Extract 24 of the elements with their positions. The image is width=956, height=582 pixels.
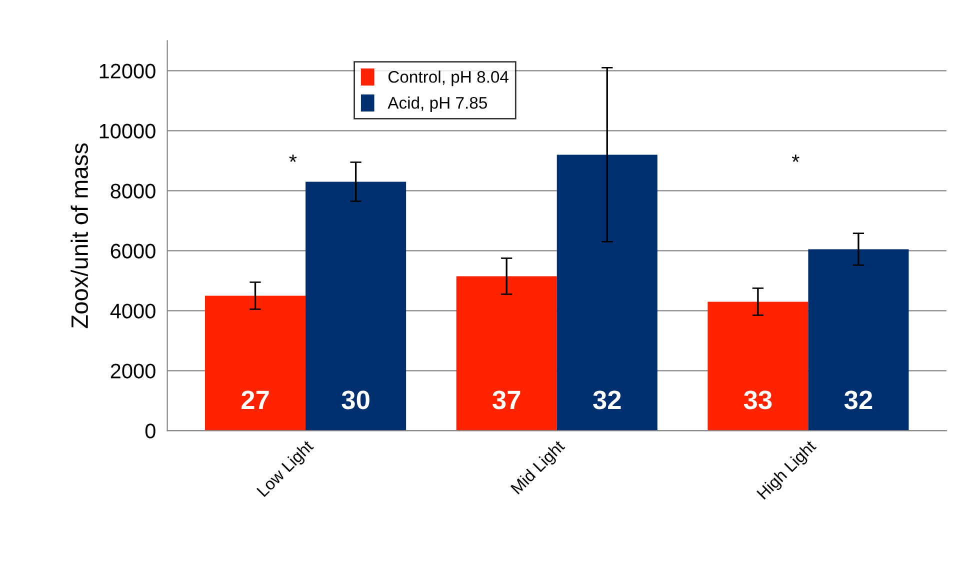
y-tick-label: 8000 xyxy=(110,184,156,198)
y-axis-title: Zoox/unit of mass xyxy=(70,143,88,328)
annotation: 32 xyxy=(593,390,621,410)
annotation: 37 xyxy=(492,390,520,410)
legend-label: Acid, pH 7.85 xyxy=(388,96,487,112)
bar xyxy=(456,276,557,431)
y-tick-label: 6000 xyxy=(110,244,156,258)
bar xyxy=(306,182,406,431)
bar xyxy=(808,249,909,431)
bar xyxy=(708,302,808,431)
y-tick-label: 0 xyxy=(145,424,156,438)
annotation: * xyxy=(289,154,297,162)
annotation: 30 xyxy=(342,390,370,410)
y-tick-label: 10000 xyxy=(100,124,156,138)
legend-label: Control, pH 8.04 xyxy=(388,70,508,86)
y-tick-label: 12000 xyxy=(100,64,156,78)
y-tick-label: 2000 xyxy=(110,364,156,378)
y-tick-label: 4000 xyxy=(110,304,156,318)
annotation: 33 xyxy=(744,390,772,410)
annotation: 32 xyxy=(844,390,872,410)
bar xyxy=(556,154,658,431)
annotation: 27 xyxy=(242,390,269,410)
bar xyxy=(205,296,306,431)
annotation: * xyxy=(792,154,800,162)
